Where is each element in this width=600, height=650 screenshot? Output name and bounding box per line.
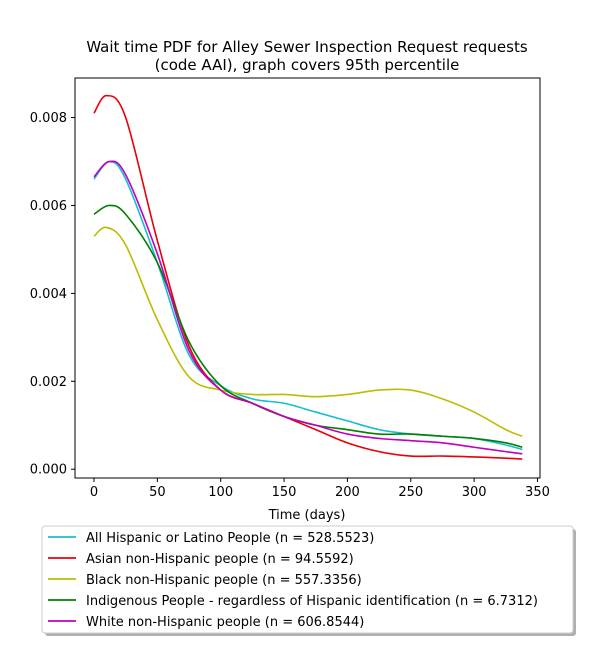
chart-title-line2: (code AAI), graph covers 95th percentile — [155, 56, 460, 74]
legend-items: All Hispanic or Latino People (n = 528.5… — [48, 531, 538, 630]
y-tick-label: 0.006 — [30, 199, 67, 214]
x-tick-label: 150 — [272, 485, 297, 500]
plot-lines — [93, 94, 523, 460]
legend-box — [41, 525, 574, 634]
legend-label-0: All Hispanic or Latino People (n = 528.5… — [86, 531, 374, 546]
chart-title-line1: Wait time PDF for Alley Sewer Inspection… — [86, 38, 528, 56]
y-tick-label: 0.000 — [30, 463, 67, 478]
legend-label-4: White non-Hispanic people (n = 606.8544) — [86, 615, 364, 630]
legend: All Hispanic or Latino People (n = 528.5… — [41, 525, 576, 636]
x-tick-label: 50 — [149, 485, 166, 500]
x-tick-label: 250 — [398, 485, 423, 500]
x-tick-label: 0 — [90, 485, 98, 500]
legend-label-3: Indigenous People - regardless of Hispan… — [86, 594, 538, 609]
series-line-4 — [93, 160, 523, 455]
plot-frame — [74, 77, 541, 479]
legend-label-2: Black non-Hispanic people (n = 557.3356) — [86, 573, 362, 588]
x-axis-label: Time (days) — [268, 508, 346, 523]
y-tick-label: 0.004 — [30, 287, 67, 302]
x-axis-ticks: 0 50 100 150 200 250 300 350 — [90, 478, 550, 500]
y-tick-label: 0.008 — [30, 111, 67, 126]
x-tick-label: 300 — [462, 485, 487, 500]
y-tick-label: 0.002 — [30, 375, 67, 390]
x-tick-label: 100 — [208, 485, 233, 500]
series-line-0 — [93, 160, 523, 451]
x-tick-label: 350 — [525, 485, 550, 500]
y-axis-ticks: 0.000 0.002 0.004 0.006 0.008 — [30, 111, 75, 478]
x-tick-label: 200 — [335, 485, 360, 500]
series-line-2 — [93, 226, 523, 437]
legend-label-1: Asian non-Hispanic people (n = 94.5592) — [86, 552, 354, 567]
